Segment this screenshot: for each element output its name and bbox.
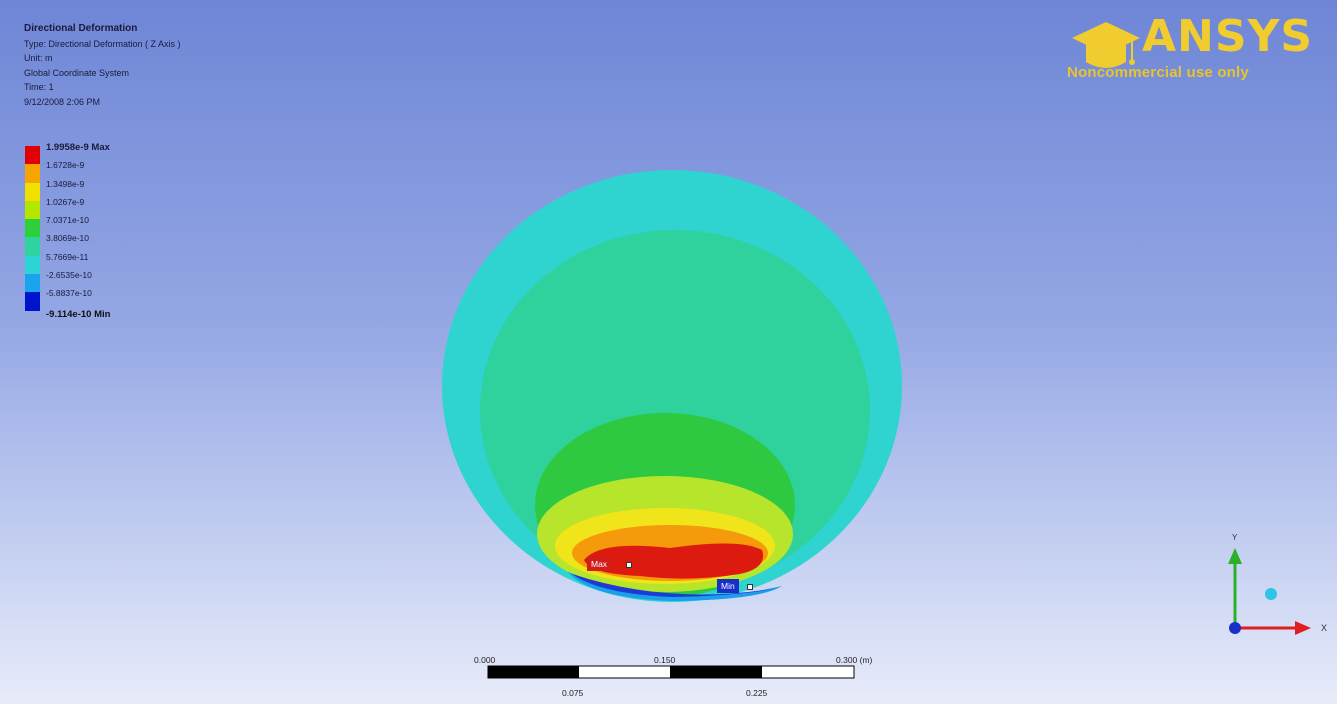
contour-legend[interactable]: 1.9958e-9 Max 1.6728e-9 1.3498e-9 1.0267…: [25, 142, 110, 320]
min-edge-band: [572, 574, 778, 597]
legend-max-label: 1.9958e-9 Max: [46, 142, 110, 153]
red-max-region: [584, 543, 764, 579]
coordinate-system: Global Coordinate System: [24, 67, 130, 78]
legend-label: 5.7669e-11: [46, 251, 89, 262]
legend-band: 5.7669e-11: [25, 252, 110, 275]
max-probe-marker: [626, 562, 632, 568]
legend-band: -5.8837e-10: [25, 288, 110, 311]
max-probe-label[interactable]: Max: [587, 557, 612, 571]
min-probe-marker: [747, 584, 753, 590]
result-unit: Unit: m: [24, 53, 53, 63]
legend-swatch: [25, 292, 40, 311]
iso-view-dot: [1265, 588, 1277, 600]
time-value: Time: 1: [24, 82, 54, 92]
scale-label-0: 0.000: [474, 655, 496, 665]
coordinate-triad[interactable]: Y X: [1215, 530, 1337, 650]
scale-label-225: 0.225: [746, 688, 768, 698]
result-type: Type: Directional Deformation ( Z Axis ): [24, 38, 181, 49]
legend-label: -2.6535e-10: [46, 270, 92, 281]
legend-band: 1.6728e-9: [25, 160, 110, 183]
legend-band: 1.0267e-9: [25, 197, 110, 220]
legend-swatch: [25, 274, 40, 293]
x-axis-label: X: [1321, 623, 1327, 633]
legend-swatch: [25, 182, 40, 201]
legend-swatch: [25, 200, 40, 220]
timestamp: 9/12/2008 2:06 PM: [24, 96, 101, 107]
legend-swatch: [25, 255, 40, 275]
y-axis-label: Y: [1232, 533, 1238, 542]
min-probe-label[interactable]: Min: [717, 579, 739, 593]
blue-edge-band: [568, 572, 782, 601]
z-axis-dot: [1229, 622, 1241, 634]
legend-label: 7.0371e-10: [46, 215, 90, 226]
legend-band: -2.6535e-10: [25, 270, 110, 293]
noncommercial-notice: Noncommercial use only: [1067, 64, 1249, 81]
result-info: Directional Deformation Type: Directiona…: [24, 22, 181, 109]
scale-label-150: 0.150: [654, 655, 676, 665]
legend-label: 3.8069e-10: [46, 233, 90, 244]
ansys-logo-text: ANSYS: [1142, 11, 1314, 62]
result-title: Directional Deformation: [24, 23, 138, 34]
scale-label-075: 0.075: [562, 688, 584, 698]
legend-label: 1.3498e-9: [46, 178, 85, 189]
graduation-cap-icon: [1072, 22, 1140, 68]
legend-label: 1.6728e-9: [46, 160, 85, 171]
legend-min-label: -9.114e-10 Min: [46, 309, 111, 320]
legend-band: 1.3498e-9: [25, 179, 110, 201]
legend-band: 3.8069e-10: [25, 233, 110, 256]
legend-label: 1.0267e-9: [46, 196, 85, 207]
legend-swatch: [25, 164, 40, 183]
legend-label: -5.8837e-10: [46, 288, 92, 299]
legend-swatch: [25, 219, 40, 238]
legend-band: 7.0371e-10: [25, 215, 110, 238]
legend-band: 1.9958e-9 Max: [25, 142, 110, 165]
legend-swatch: [25, 237, 40, 256]
legend-swatch: [25, 146, 40, 165]
scale-label-300: 0.300 (m): [836, 655, 873, 665]
